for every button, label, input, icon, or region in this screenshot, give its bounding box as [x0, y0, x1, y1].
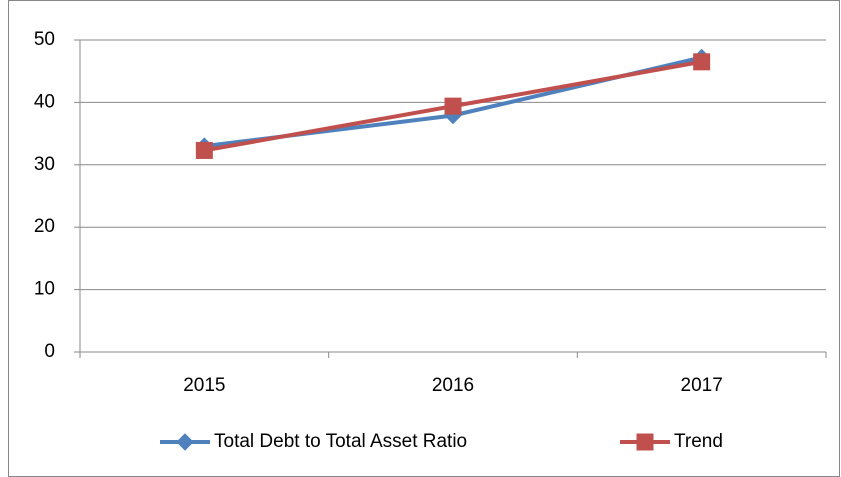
legend-marker	[636, 433, 654, 451]
legend-label: Total Debt to Total Asset Ratio	[214, 431, 467, 452]
y-tick-label: 50	[34, 29, 55, 50]
data-point	[444, 97, 462, 115]
legend-label: Trend	[674, 431, 723, 452]
y-tick-label: 40	[34, 91, 55, 112]
y-tick-label: 10	[34, 279, 55, 300]
y-tick-label: 20	[34, 216, 55, 237]
y-tick-label: 30	[34, 154, 55, 175]
x-tick-label: 2015	[183, 375, 225, 396]
chart-border	[8, 0, 840, 477]
y-tick-label: 0	[44, 341, 55, 362]
data-point	[195, 141, 213, 159]
x-tick-label: 2017	[681, 375, 723, 396]
legend-marker	[176, 433, 194, 451]
data-point	[693, 53, 711, 71]
x-tick-label: 2016	[432, 375, 474, 396]
